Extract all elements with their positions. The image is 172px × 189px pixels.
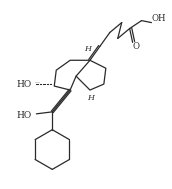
Text: ···: ··· xyxy=(34,81,40,86)
Text: O: O xyxy=(133,42,140,51)
Text: OH: OH xyxy=(152,14,166,23)
Text: HO: HO xyxy=(17,111,32,120)
Text: HO: HO xyxy=(17,80,32,89)
Text: H: H xyxy=(87,94,94,102)
Text: H: H xyxy=(84,45,92,53)
